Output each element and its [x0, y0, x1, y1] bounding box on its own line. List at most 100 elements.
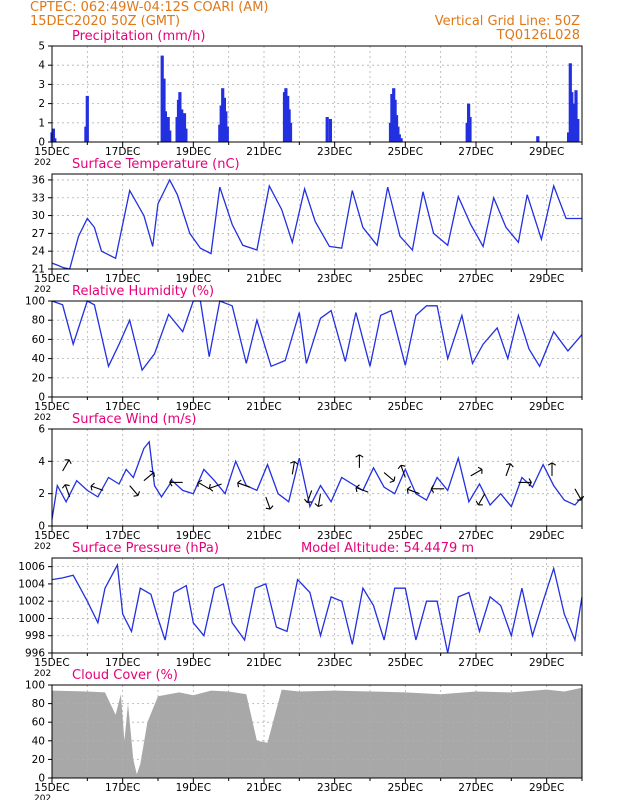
- rh-x-tick-label: 21DEC: [246, 401, 281, 413]
- wind-series-line: [51, 440, 583, 520]
- precip-y-tick-label: 0: [38, 137, 45, 149]
- wind-vector-arrowhead: [65, 484, 70, 487]
- cloud-y-tick-label: 80: [32, 698, 45, 710]
- precip-bar: [390, 94, 394, 142]
- cloud-y-tick-label: 20: [32, 754, 45, 766]
- cloud-title: Cloud Cover (%): [72, 668, 178, 683]
- precip-y-tick-label: 3: [38, 79, 45, 91]
- precip-y-tick-label: 5: [38, 41, 45, 53]
- temp-x-tick-label: 21DEC: [246, 273, 281, 285]
- wind-vector-arrow: [355, 487, 369, 493]
- wind-x-tick-label: 29DEC: [529, 530, 564, 542]
- wind-vector-arrow: [383, 472, 395, 482]
- cloud-frame: [51, 684, 583, 779]
- wind-vector-arrowhead: [197, 479, 203, 483]
- wind-vector-arrowhead: [208, 483, 211, 489]
- wind-vector-arrowhead: [477, 466, 483, 470]
- wind-x-tick-label: 25DEC: [388, 530, 423, 542]
- wind-vector-arrow: [505, 463, 512, 477]
- wind-vector-arrow: [306, 490, 313, 503]
- wind-year-label: 202: [34, 542, 51, 552]
- precip-bar: [576, 119, 580, 142]
- precip-bar: [182, 113, 187, 142]
- rh-x-tick-label: 17DEC: [105, 401, 140, 413]
- wind-vector-arrowhead: [528, 482, 532, 487]
- press-x-tick-label: 15DEC: [34, 657, 69, 669]
- wind-vector-arrowhead: [265, 507, 271, 510]
- wind-vector-arrow: [317, 493, 322, 507]
- precip-x-tick-label: 27DEC: [458, 146, 493, 158]
- press-title: Surface Pressure (hPa): [72, 541, 219, 556]
- precip-y-tick-label: 2: [38, 98, 45, 110]
- wind-vector-arrow: [477, 493, 486, 506]
- wind-vector-arrow: [143, 471, 155, 482]
- wind-vector-arrowhead: [551, 462, 557, 466]
- press-year-label: 202: [34, 669, 51, 679]
- wind-vector-arrowhead: [294, 461, 299, 465]
- wind-vector-arrow: [90, 485, 104, 491]
- wind-vector-arrow: [209, 483, 222, 489]
- rh-x-tick-label: 19DEC: [176, 401, 211, 413]
- temp-y-tick-label: 27: [32, 228, 45, 240]
- temp-x-tick-label: 23DEC: [317, 273, 352, 285]
- cloud-x-tick-label: 23DEC: [317, 782, 352, 794]
- precip-bar: [53, 138, 57, 142]
- rh-series-line: [51, 300, 583, 372]
- cloud-y-tick-label: 0: [38, 773, 45, 785]
- rh-x-tick-label: 15DEC: [34, 401, 69, 413]
- temp-y-tick-label: 21: [32, 264, 45, 276]
- cloud-year-label: 202: [34, 794, 51, 800]
- wind-x-tick-label: 27DEC: [458, 530, 493, 542]
- cloud-x-tick-label: 27DEC: [458, 782, 493, 794]
- wind-vector-arrow: [470, 468, 483, 477]
- wind-vector-arrowhead: [314, 503, 319, 507]
- cloud-x-tick-label: 29DEC: [529, 782, 564, 794]
- wind-vector-arrow: [129, 485, 139, 496]
- wind-vector-arrowhead: [355, 484, 360, 489]
- press-x-tick-label: 23DEC: [317, 657, 352, 669]
- press-x-tick-label: 29DEC: [529, 657, 564, 669]
- wind-vector-arrowhead: [406, 485, 412, 490]
- precip-bar: [567, 132, 571, 142]
- precip-x-tick-label: 15DEC: [34, 146, 69, 158]
- wind-x-tick-label: 15DEC: [34, 530, 69, 542]
- wind-vector-arrowhead: [393, 476, 396, 482]
- precip-bar: [221, 88, 225, 142]
- wind-x-tick-label: 17DEC: [105, 530, 140, 542]
- rh-x-tick-label: 27DEC: [458, 401, 493, 413]
- wind-x-tick-label: 21DEC: [246, 530, 281, 542]
- wind-frame: [51, 428, 583, 527]
- precip-x-tick-label: 29DEC: [529, 146, 564, 158]
- temp-x-tick-label: 17DEC: [105, 273, 140, 285]
- temp-y-tick-label: 24: [32, 246, 46, 258]
- press-x-tick-label: 19DEC: [176, 657, 211, 669]
- wind-vector-arrowhead: [547, 462, 553, 466]
- run-time-header: 15DEC2020 50Z (GMT): [30, 14, 181, 29]
- wind-vector-arrowhead: [307, 501, 312, 504]
- wind-vector-arrow: [400, 465, 406, 478]
- precip-bar: [574, 90, 578, 142]
- wind-vector-arrow: [407, 488, 420, 495]
- wind-vector-arrow: [64, 484, 71, 498]
- precip-frame: [51, 45, 583, 143]
- cloud-cover-area: [52, 687, 582, 778]
- temp-y-tick-label: 30: [32, 210, 45, 222]
- press-y-tick-label: 1002: [18, 596, 45, 608]
- wind-vector-arrowhead: [475, 500, 479, 506]
- grid-note: Vertical Grid Line: 50Z: [434, 14, 580, 29]
- press-x-tick-label: 21DEC: [246, 657, 281, 669]
- precip-bar: [570, 92, 574, 142]
- wind-vector-arrowhead: [397, 464, 402, 470]
- press-series-line: [51, 562, 583, 654]
- wind-vector-arrowhead: [318, 504, 323, 508]
- precip-bar: [184, 128, 188, 142]
- cloud-y-tick-label: 40: [32, 735, 45, 747]
- wind-vector-arrow: [265, 496, 271, 510]
- press-x-tick-label: 27DEC: [458, 657, 493, 669]
- precip-y-tick-label: 4: [38, 60, 45, 72]
- press-x-tick-label: 17DEC: [105, 657, 140, 669]
- wind-vector-arrowhead: [90, 485, 93, 491]
- wind-vector-arrowhead: [355, 454, 360, 458]
- wind-title: Surface Wind (m/s): [72, 412, 196, 427]
